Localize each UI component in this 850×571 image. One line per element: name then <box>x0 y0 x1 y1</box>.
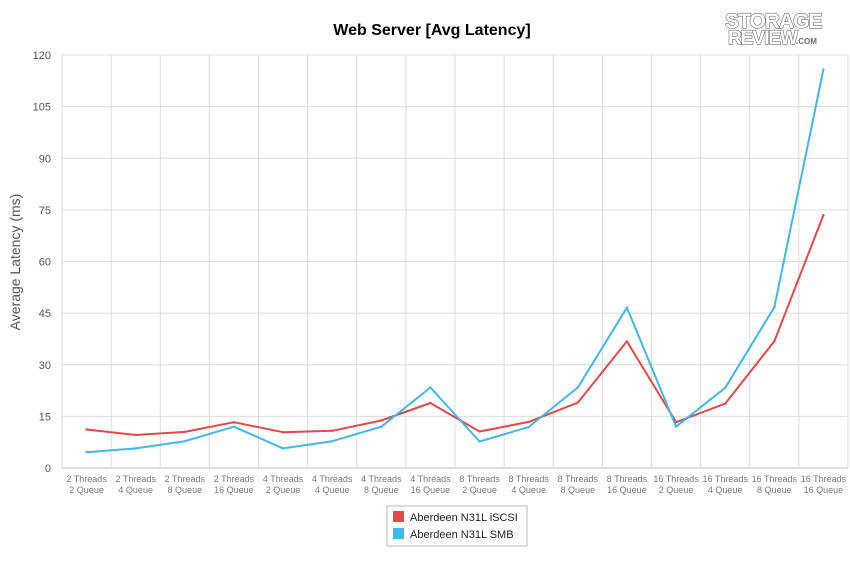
data-point-s1-5 <box>330 439 334 443</box>
data-point-s1-9 <box>527 425 530 429</box>
data-point-s1-14 <box>773 306 776 309</box>
grid <box>61 54 849 469</box>
legend-box <box>386 505 528 547</box>
y-tick-label-0: 0 <box>45 463 51 475</box>
data-point-s1-10 <box>576 386 580 389</box>
logo-line1: STORAGE <box>725 10 822 33</box>
y-tick-label-6: 90 <box>39 153 51 165</box>
data-point-s0-4 <box>281 431 285 434</box>
y-axis-ticks: 0 15 30 45 60 75 90 105 120 <box>33 50 51 475</box>
y-tick-label-4: 60 <box>39 257 51 269</box>
x-tick-label-1: 2 Threads 4 Queue <box>116 474 157 495</box>
data-point-s0-6 <box>380 419 383 422</box>
legend-label-1: Aberdeen N31L SMB <box>410 529 514 541</box>
data-point-s0-8 <box>478 430 481 433</box>
logo-suffix: .COM <box>796 37 817 46</box>
x-tick-label-10: 8 Threads 8 Queue <box>558 474 599 495</box>
data-point-s0-13 <box>723 402 727 405</box>
x-tick-label-5: 4 Threads 4 Queue <box>312 474 353 495</box>
x-tick-label-12: 16 Threads 2 Queue <box>653 474 699 495</box>
data-point-s0-10 <box>576 401 580 404</box>
x-tick-label-14: 16 Threads 8 Queue <box>752 474 798 495</box>
data-point-s0-0 <box>85 428 88 431</box>
x-tick-label-15: 16 Threads 16 Queue <box>801 474 847 495</box>
y-tick-label-7: 105 <box>33 102 51 114</box>
series-line-1 <box>86 69 825 454</box>
data-point-s0-5 <box>330 429 334 433</box>
x-tick-label-7: 4 Threads 16 Queue <box>410 474 451 495</box>
legend-swatch-0 <box>393 511 404 522</box>
data-point-s1-7 <box>429 386 432 389</box>
y-tick-label-2: 30 <box>39 360 51 372</box>
legend-swatch-1 <box>393 528 404 539</box>
y-tick-label-3: 45 <box>39 308 51 320</box>
chart-title: Web Server [Avg Latency] <box>333 22 530 39</box>
x-tick-label-6: 4 Threads 8 Queue <box>361 474 402 495</box>
y-tick-label-5: 75 <box>39 205 51 217</box>
series-lines <box>85 68 825 454</box>
data-point-s0-7 <box>429 401 432 405</box>
data-point-s1-11 <box>625 306 629 309</box>
x-tick-label-11: 8 Threads 16 Queue <box>607 474 648 495</box>
logo-line2: REVIEW <box>728 28 798 49</box>
y-tick-label-1: 15 <box>39 411 51 423</box>
x-tick-label-3: 2 Threads 16 Queue <box>214 474 255 495</box>
legend-label-0: Aberdeen N31L iSCSI <box>410 512 518 524</box>
y-axis-label: Average Latency (ms) <box>7 194 23 331</box>
data-point-s1-6 <box>380 425 383 428</box>
x-tick-label-9: 8 Threads 4 Queue <box>509 474 550 495</box>
x-tick-label-0: 2 Threads 2 Queue <box>66 474 107 495</box>
x-tick-label-4: 4 Threads 2 Queue <box>263 474 304 495</box>
data-point-s1-12 <box>674 425 678 428</box>
data-point-s1-4 <box>281 447 285 450</box>
data-point-s0-1 <box>134 433 137 437</box>
data-point-s1-13 <box>723 386 727 390</box>
data-point-s1-2 <box>183 439 187 443</box>
x-tick-label-8: 8 Threads 2 Queue <box>459 474 500 495</box>
data-point-s0-2 <box>183 430 187 434</box>
legend: Aberdeen N31L iSCSI Aberdeen N31L SMB <box>386 505 528 547</box>
data-point-s0-3 <box>232 421 236 424</box>
data-point-s0-15 <box>822 213 825 217</box>
data-point-s1-3 <box>232 425 236 428</box>
storagereview-logo: STORAGE REVIEW .COM <box>724 9 824 49</box>
data-point-s0-9 <box>527 420 530 424</box>
data-point-s1-15 <box>822 68 825 71</box>
x-tick-label-2: 2 Threads 8 Queue <box>165 474 206 495</box>
data-point-s1-0 <box>85 450 88 454</box>
data-point-s0-11 <box>625 340 629 343</box>
data-point-s0-14 <box>773 340 776 343</box>
data-point-s1-1 <box>134 447 137 450</box>
data-point-s1-8 <box>478 440 481 443</box>
series-line-0 <box>86 214 825 436</box>
x-tick-label-13: 16 Threads 4 Queue <box>703 474 749 495</box>
y-tick-label-8: 120 <box>33 50 51 62</box>
x-axis-ticks: 2 Threads 2 Queue 2 Threads 4 Queue 2 Thread… <box>66 474 846 495</box>
